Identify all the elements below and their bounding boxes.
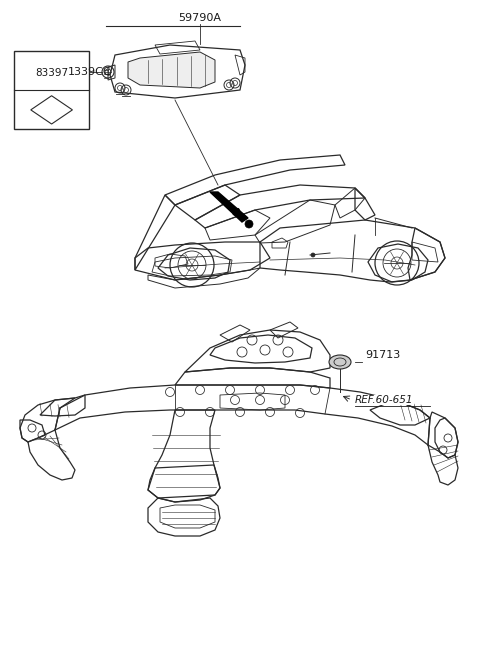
Text: REF.60-651: REF.60-651	[355, 395, 413, 405]
Text: 83397: 83397	[35, 68, 68, 78]
Text: 59790A: 59790A	[179, 13, 221, 23]
Polygon shape	[210, 192, 248, 222]
Text: 1339CC: 1339CC	[68, 67, 112, 77]
Circle shape	[245, 220, 253, 228]
Polygon shape	[128, 52, 215, 88]
Ellipse shape	[329, 355, 351, 369]
Circle shape	[311, 253, 315, 257]
Text: 91713: 91713	[365, 350, 400, 360]
